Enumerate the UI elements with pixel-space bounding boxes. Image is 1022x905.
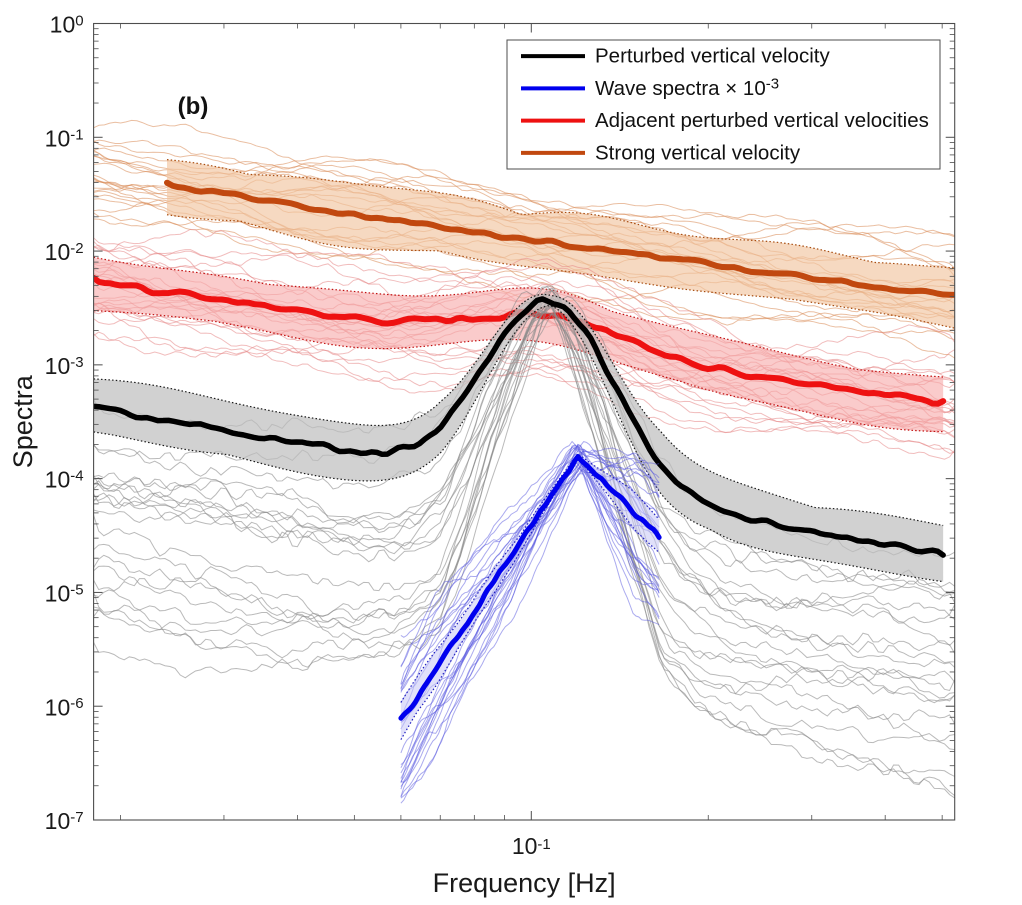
svg-text:Wave spectra × 10-3: Wave spectra × 10-3 bbox=[595, 75, 779, 100]
svg-text:Perturbed vertical velocity: Perturbed vertical velocity bbox=[595, 45, 830, 68]
svg-text:Adjacent perturbed vertical ve: Adjacent perturbed vertical velocities bbox=[595, 109, 929, 132]
svg-text:Spectra: Spectra bbox=[8, 374, 38, 468]
svg-text:Frequency [Hz]: Frequency [Hz] bbox=[433, 868, 616, 898]
svg-text:Strong vertical velocity: Strong vertical velocity bbox=[595, 141, 801, 164]
svg-text:(b): (b) bbox=[178, 93, 209, 120]
